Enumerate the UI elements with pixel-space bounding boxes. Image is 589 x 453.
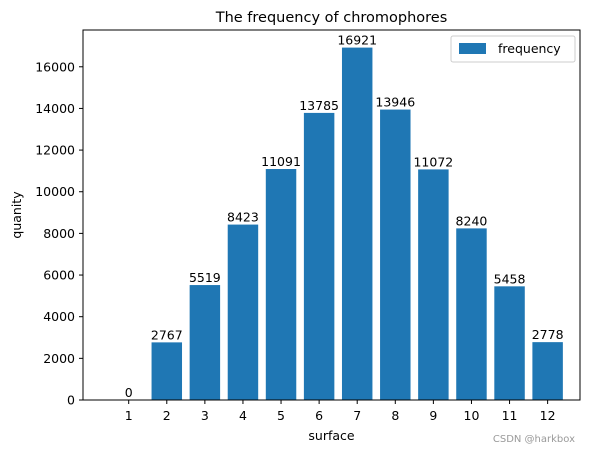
- bar-label-5: 11091: [261, 154, 301, 169]
- bar-label-1: 0: [125, 385, 133, 400]
- legend-swatch: [459, 43, 486, 54]
- x-tick-label-11: 11: [502, 408, 518, 423]
- chart-title: The frequency of chromophores: [215, 10, 448, 26]
- bar-label-7: 16921: [337, 33, 377, 48]
- x-tick-label-3: 3: [201, 408, 209, 423]
- y-tick-label-14000: 14000: [35, 101, 75, 116]
- x-tick-label-2: 2: [163, 408, 171, 423]
- bar-5: [265, 169, 297, 400]
- bar-label-8: 13946: [375, 95, 415, 110]
- bar-label-11: 5458: [494, 271, 526, 286]
- bar-4: [227, 224, 259, 400]
- bar-label-10: 8240: [456, 213, 488, 228]
- y-tick-label-2000: 2000: [43, 351, 75, 366]
- legend-box: [450, 35, 576, 63]
- x-tick-label-9: 9: [429, 408, 437, 423]
- bar-2: [151, 342, 183, 400]
- x-tick-label-4: 4: [239, 408, 247, 423]
- bars-layer: [151, 47, 563, 400]
- y-axis-label: quanity: [9, 191, 24, 239]
- y-tick-label-6000: 6000: [43, 268, 75, 283]
- x-tick-label-10: 10: [464, 408, 480, 423]
- y-axis-ticks: 0 2000 4000 6000 8000 10000 12000 14000 16000: [35, 59, 83, 408]
- y-tick-label-4000: 4000: [43, 309, 75, 324]
- bar-label-2: 2767: [151, 327, 183, 342]
- x-tick-label-7: 7: [353, 408, 361, 423]
- bar-label-12: 2778: [532, 327, 564, 342]
- bar-label-6: 13785: [299, 98, 339, 113]
- x-tick-label-12: 12: [540, 408, 556, 423]
- x-tick-label-5: 5: [277, 408, 285, 423]
- y-tick-label-12000: 12000: [35, 143, 75, 158]
- y-tick-label-0: 0: [67, 393, 75, 408]
- bar-label-9: 11072: [413, 154, 453, 169]
- plot-frame: [82, 29, 581, 401]
- y-tick-label-8000: 8000: [43, 226, 75, 241]
- x-axis-ticks: 1 2 3 4 5 6 7 8 9 10 11 12: [125, 400, 556, 423]
- bar-6: [303, 112, 335, 400]
- bar-9: [418, 169, 449, 400]
- x-tick-label-1: 1: [125, 408, 133, 423]
- y-tick-label-16000: 16000: [35, 59, 75, 74]
- y-tick-label-10000: 10000: [35, 184, 75, 199]
- watermark: CSDN @harkbox: [493, 434, 575, 445]
- bar-label-3: 5519: [189, 270, 221, 285]
- legend: frequency: [450, 35, 576, 63]
- x-tick-label-8: 8: [391, 408, 399, 423]
- bar-label-4: 8423: [227, 210, 259, 225]
- x-axis-label: surface: [308, 428, 355, 443]
- bar-3: [189, 285, 221, 400]
- bar-value-labels: 0 2767 5519 8423 11091 13785 16921 13946 11072 82…: [125, 33, 564, 400]
- bar-7: [341, 47, 373, 400]
- bar-12: [532, 342, 563, 400]
- legend-label: frequency: [498, 41, 561, 56]
- bar-11: [494, 286, 525, 400]
- x-tick-label-6: 6: [315, 408, 323, 423]
- bar-10: [456, 228, 487, 400]
- bar-8: [380, 109, 411, 400]
